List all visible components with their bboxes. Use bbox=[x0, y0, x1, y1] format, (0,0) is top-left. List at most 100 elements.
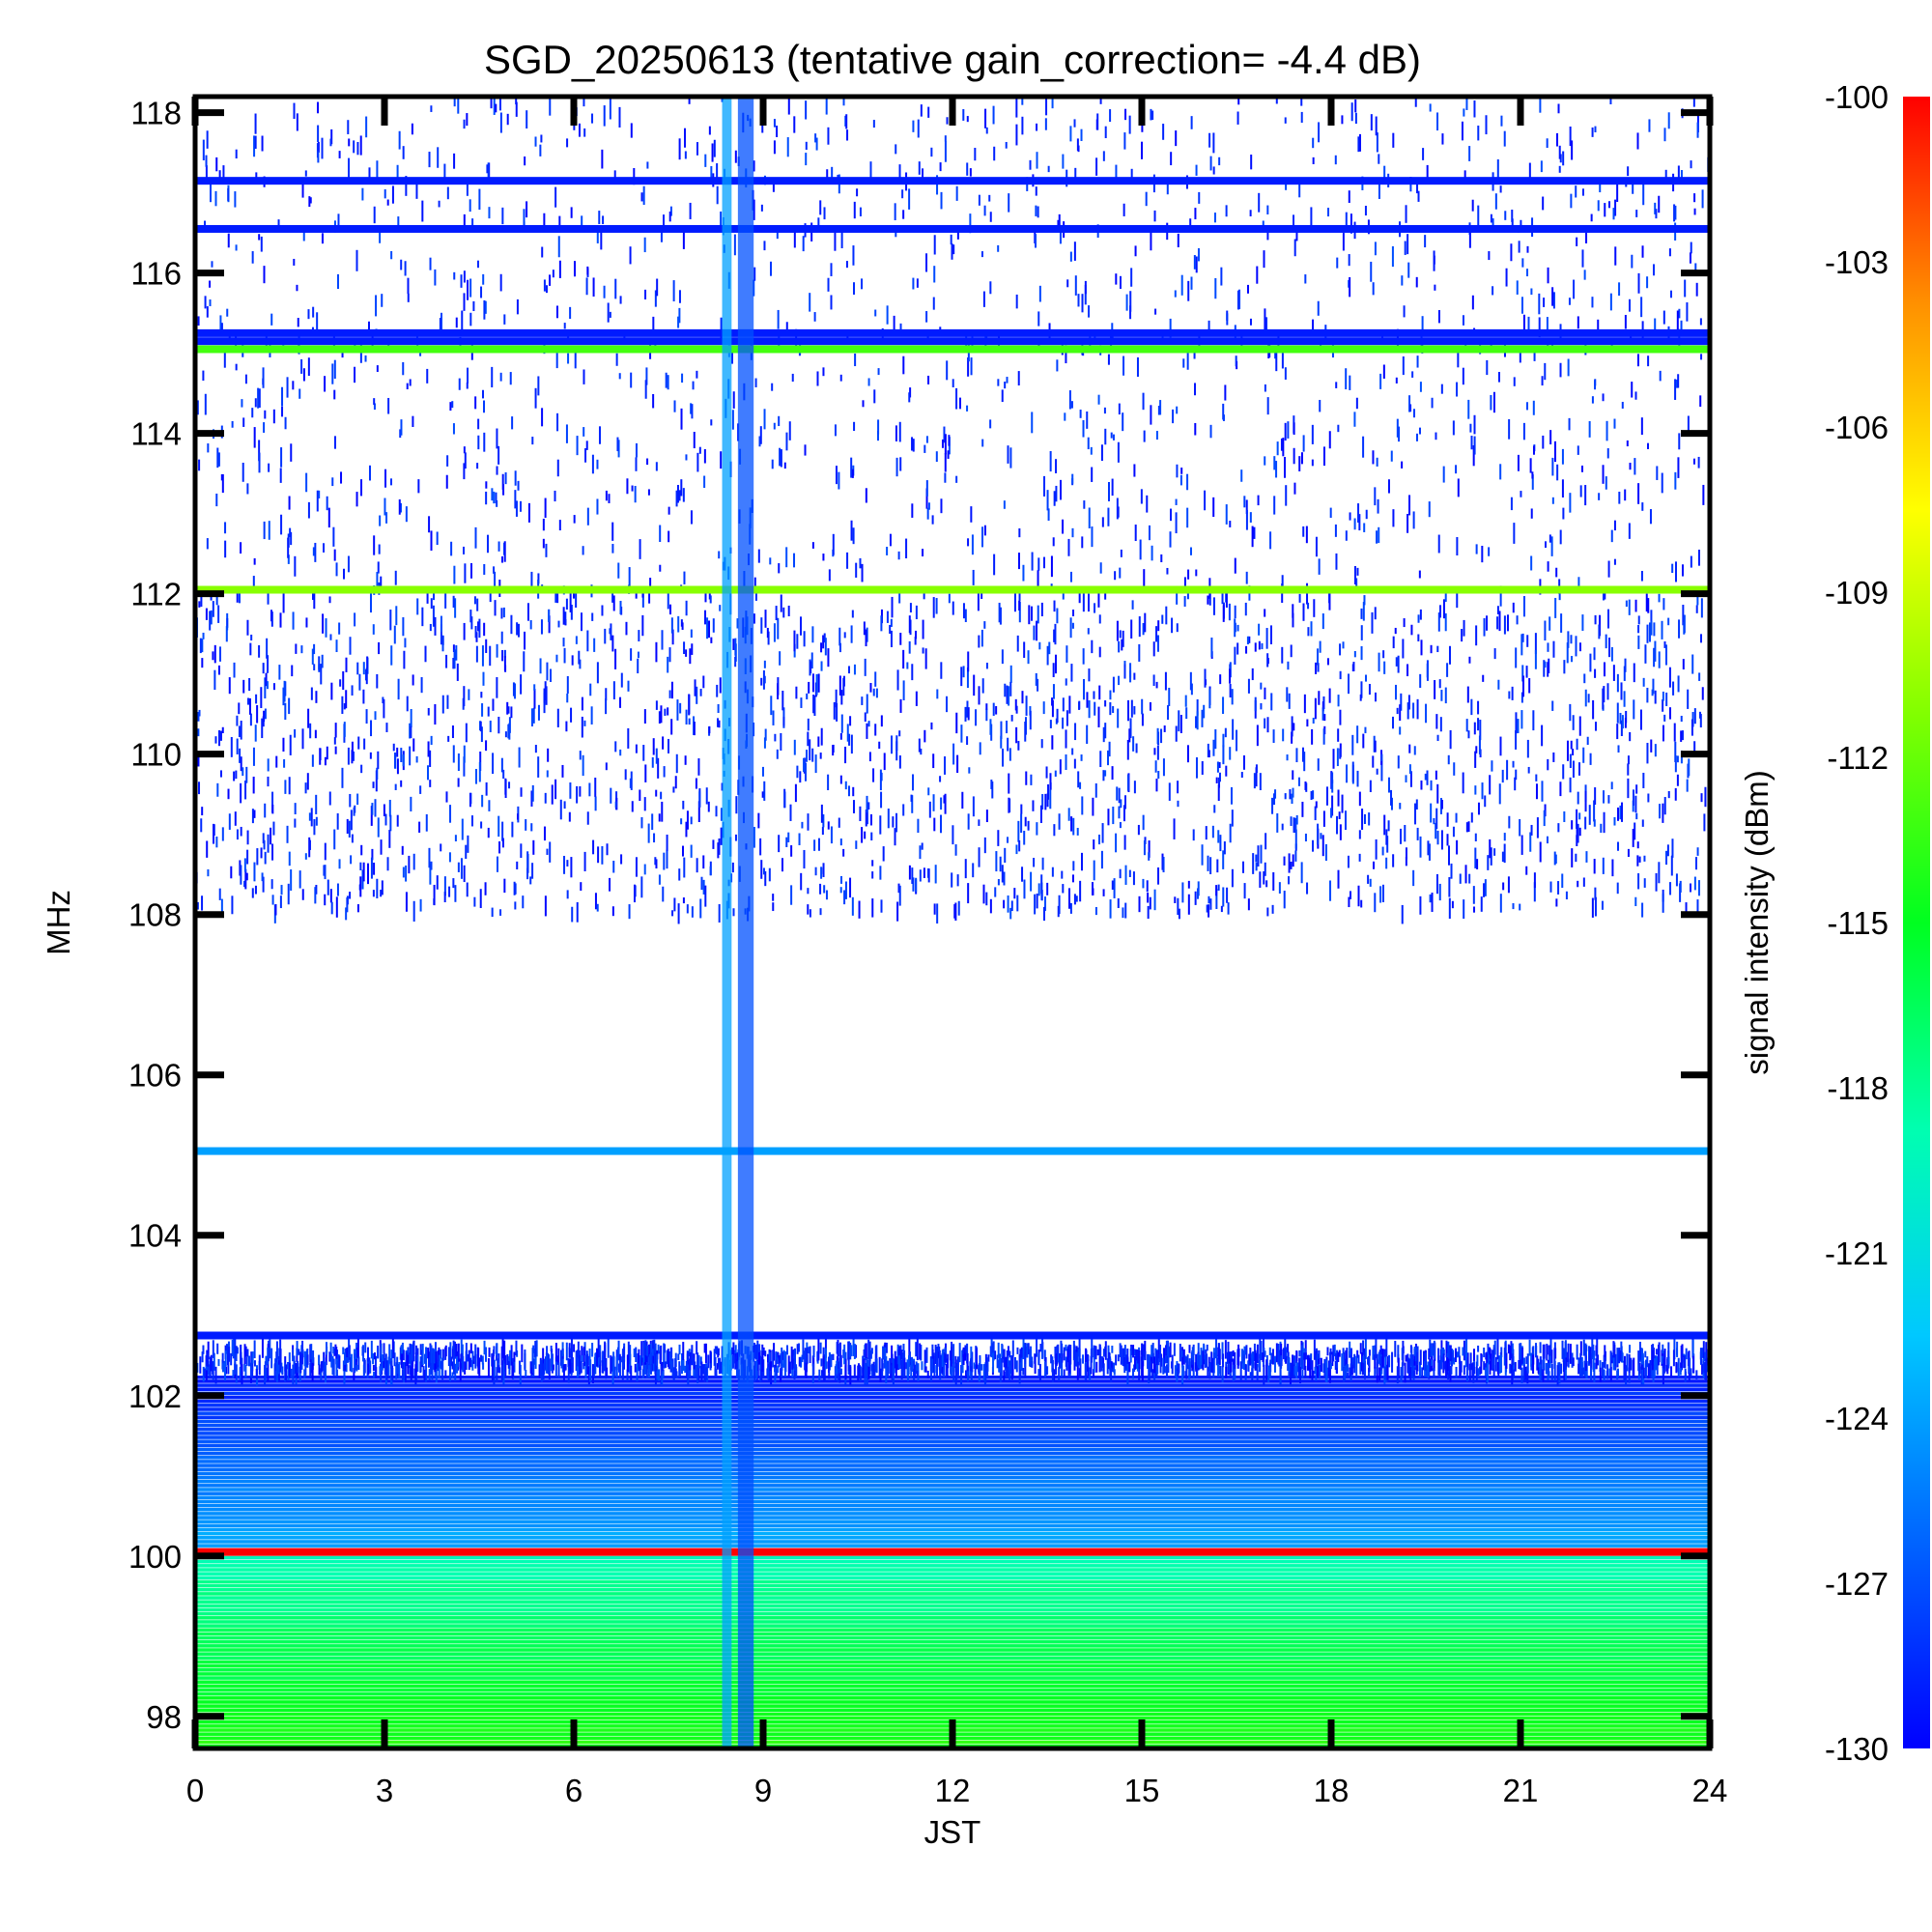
noise-mark bbox=[1349, 276, 1351, 298]
noise-mark bbox=[995, 706, 998, 715]
noise-mark bbox=[1365, 674, 1368, 682]
noise-mark bbox=[811, 673, 814, 693]
noise-mark bbox=[1477, 718, 1480, 731]
noise-mark bbox=[333, 829, 336, 850]
noise-mark bbox=[835, 466, 838, 485]
noise-mark bbox=[1512, 602, 1515, 613]
noise-mark bbox=[1399, 704, 1402, 722]
noise-mark bbox=[516, 298, 519, 315]
noise-mark bbox=[1232, 1350, 1235, 1357]
noise-mark bbox=[887, 1360, 890, 1378]
noise-mark bbox=[1318, 122, 1321, 143]
noise-mark bbox=[1551, 497, 1554, 504]
noise-mark bbox=[932, 794, 935, 811]
noise-mark bbox=[1551, 287, 1554, 306]
noise-mark bbox=[1414, 97, 1417, 107]
noise-mark bbox=[1508, 815, 1511, 829]
noise-mark bbox=[386, 857, 389, 871]
noise-mark bbox=[1272, 871, 1275, 891]
noise-mark bbox=[1448, 877, 1451, 897]
noise-mark bbox=[1528, 677, 1531, 694]
noise-mark bbox=[322, 613, 325, 634]
noise-mark bbox=[1139, 539, 1142, 560]
noise-mark bbox=[1663, 714, 1666, 722]
noise-mark bbox=[676, 484, 679, 503]
noise-mark bbox=[1208, 895, 1210, 904]
noise-mark bbox=[1165, 606, 1168, 625]
noise-mark bbox=[1585, 1366, 1588, 1379]
noise-mark bbox=[1413, 746, 1416, 755]
noise-mark bbox=[515, 500, 518, 517]
noise-mark bbox=[1529, 832, 1532, 852]
noise-mark bbox=[630, 372, 633, 388]
noise-mark bbox=[359, 862, 362, 870]
noise-mark bbox=[792, 1349, 795, 1356]
noise-mark bbox=[629, 1353, 632, 1375]
noise-mark bbox=[614, 648, 617, 669]
noise-mark bbox=[1317, 1358, 1320, 1373]
noise-mark bbox=[546, 770, 549, 778]
noise-mark bbox=[1688, 758, 1690, 777]
band-row bbox=[195, 1583, 1710, 1588]
noise-mark bbox=[1054, 623, 1057, 645]
noise-mark bbox=[494, 600, 497, 616]
noise-mark bbox=[1073, 1354, 1076, 1371]
noise-mark bbox=[419, 898, 422, 912]
noise-mark bbox=[880, 899, 883, 913]
noise-mark bbox=[1157, 406, 1160, 415]
noise-mark bbox=[271, 791, 274, 813]
noise-mark bbox=[922, 619, 924, 639]
noise-mark bbox=[1144, 612, 1147, 633]
noise-mark bbox=[967, 883, 970, 904]
noise-mark bbox=[1086, 724, 1089, 744]
noise-mark bbox=[1227, 1357, 1230, 1373]
noise-mark bbox=[1514, 777, 1517, 791]
noise-mark bbox=[1369, 780, 1372, 792]
noise-mark bbox=[1594, 887, 1597, 900]
noise-mark bbox=[971, 534, 974, 555]
noise-mark bbox=[643, 864, 646, 875]
noise-mark bbox=[856, 188, 859, 197]
noise-mark bbox=[1109, 109, 1112, 123]
noise-mark bbox=[1304, 1365, 1307, 1378]
noise-mark bbox=[376, 572, 379, 586]
noise-mark bbox=[1623, 691, 1626, 707]
noise-mark bbox=[1485, 115, 1488, 135]
noise-mark bbox=[619, 1356, 622, 1363]
noise-mark bbox=[1420, 780, 1423, 790]
noise-mark bbox=[659, 525, 662, 543]
noise-mark bbox=[994, 887, 997, 897]
noise-mark bbox=[583, 851, 586, 871]
noise-mark bbox=[760, 677, 763, 686]
noise-mark bbox=[863, 1349, 866, 1357]
noise-mark bbox=[793, 226, 796, 248]
noise-mark bbox=[790, 1346, 793, 1363]
noise-mark bbox=[1372, 755, 1375, 768]
noise-mark bbox=[1661, 472, 1663, 494]
noise-mark bbox=[390, 478, 393, 486]
noise-mark bbox=[1192, 1351, 1195, 1370]
noise-mark bbox=[1619, 713, 1622, 724]
noise-mark bbox=[820, 867, 823, 879]
noise-mark bbox=[1705, 1342, 1708, 1364]
noise-mark bbox=[1521, 633, 1524, 642]
noise-mark bbox=[879, 866, 882, 880]
noise-mark bbox=[1024, 1363, 1027, 1378]
noise-mark bbox=[265, 672, 268, 687]
noise-mark bbox=[690, 629, 693, 639]
noise-mark bbox=[1248, 636, 1251, 643]
noise-mark bbox=[474, 626, 477, 639]
noise-mark bbox=[263, 422, 266, 433]
noise-mark bbox=[1343, 1351, 1346, 1371]
noise-mark bbox=[267, 758, 270, 772]
noise-mark bbox=[1217, 884, 1220, 891]
noise-mark bbox=[1387, 820, 1390, 832]
noise-mark bbox=[619, 600, 622, 614]
noise-mark bbox=[895, 425, 897, 441]
noise-mark bbox=[317, 101, 320, 114]
noise-mark bbox=[568, 811, 571, 822]
noise-mark bbox=[475, 645, 478, 663]
noise-mark bbox=[1269, 531, 1272, 550]
noise-mark bbox=[1115, 164, 1118, 180]
noise-mark bbox=[662, 214, 665, 233]
